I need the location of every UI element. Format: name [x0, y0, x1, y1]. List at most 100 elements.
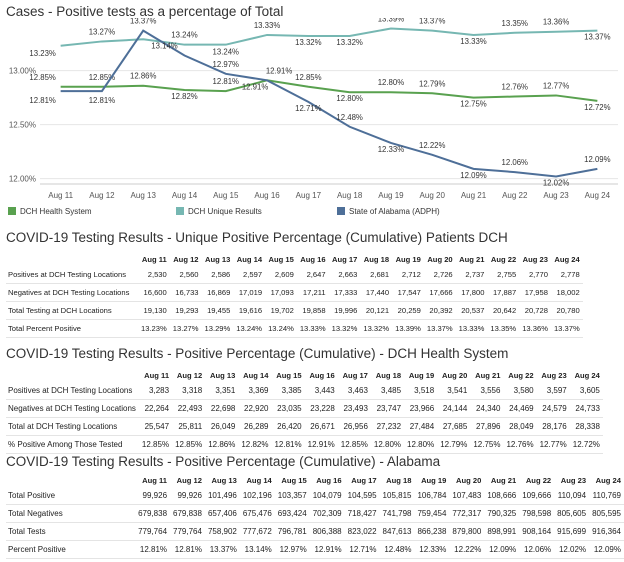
- table-cell: 679,838: [135, 504, 171, 523]
- table-cell: 866,238: [414, 522, 450, 541]
- column-header: Aug 13: [204, 254, 231, 264]
- table-cell: 12.48%: [379, 540, 415, 559]
- table-cell: 26,671: [304, 417, 338, 436]
- table-cell: 110,769: [589, 487, 624, 505]
- legend-swatch: [176, 207, 184, 215]
- table-row: Total Percent Positive 13.23% 13.27% 13.29%…: [6, 319, 583, 338]
- table-row: Negatives at DCH Testing Locations 16,600…: [6, 283, 583, 302]
- table-cell: 19,293: [169, 301, 202, 320]
- data-label: 12.91%: [266, 66, 293, 75]
- table-cell: 27,232: [370, 417, 405, 436]
- table-cell: 20,121: [360, 301, 393, 320]
- data-label: 13.23%: [29, 49, 56, 58]
- table-cell: 2,560: [169, 266, 202, 284]
- table-cell: 2,755: [487, 266, 520, 284]
- table-cell: 17,800: [455, 283, 488, 302]
- x-tick-label: Aug 11: [48, 191, 73, 200]
- data-label: 13.36%: [543, 18, 570, 27]
- table-cell: 772,317: [449, 504, 485, 523]
- table-cell: 12.76%: [503, 435, 537, 454]
- legend-item-alabama[interactable]: State of Alabama (ADPH): [337, 207, 440, 216]
- table-cell: 105,815: [379, 487, 415, 505]
- column-header: Aug 12: [176, 475, 202, 485]
- table-cell: 25,547: [138, 417, 173, 436]
- table-row: Total at DCH Testing Locations 25,547 25,8…: [6, 417, 603, 436]
- data-label: 13.33%: [254, 21, 281, 30]
- table-cell: 916,364: [589, 522, 624, 541]
- table-cell: 3,385: [271, 382, 305, 400]
- table-title-dch: COVID-19 Testing Results - Positive Perc…: [6, 346, 509, 361]
- data-label: 12.06%: [502, 158, 529, 167]
- table-cell: 20,392: [423, 301, 456, 320]
- table-row: Total Positive 99,926 99,926 101,496 102,196…: [6, 487, 624, 505]
- series-line: [60, 79, 598, 102]
- table-cell: 17,887: [487, 283, 520, 302]
- chart-title: Cases - Positive tests as a percentage o…: [6, 4, 284, 19]
- table-cell: 2,586: [201, 266, 234, 284]
- table-unique-positive: Aug 11 Aug 12 Aug 13 Aug 14 Aug 15 Aug 16 Aug …: [6, 252, 583, 338]
- data-label: 13.32%: [336, 38, 363, 47]
- table-cell: 3,597: [536, 382, 570, 400]
- column-header: Aug 20: [455, 475, 482, 485]
- table-row: Total Testing at DCH Locations 19,130 19,2…: [6, 301, 583, 320]
- x-tick-label: Aug 12: [89, 191, 115, 200]
- table-cell: 22,920: [238, 399, 272, 418]
- column-header: Aug 17: [332, 254, 358, 264]
- data-label: 13.27%: [89, 27, 116, 36]
- table-cell: 12.77%: [536, 435, 570, 454]
- table-cell: 758,902: [204, 522, 240, 541]
- table-cell: 19,616: [233, 301, 266, 320]
- table-cell: 20,780: [550, 301, 583, 320]
- table-row: Positives at DCH Testing Locations 3,283 3…: [6, 382, 603, 400]
- column-header: Aug 19: [421, 475, 447, 485]
- legend-item-dch-unique[interactable]: DCH Unique Results: [176, 207, 262, 216]
- table-cell: 17,958: [519, 283, 551, 302]
- table-cell: 12.80%: [404, 435, 438, 454]
- table-header-row: Aug 11 Aug 12 Aug 13 Aug 14 Aug 15 Aug 16 Aug …: [6, 252, 583, 266]
- data-label: 12.81%: [213, 77, 240, 86]
- table-cell: 2,597: [233, 266, 266, 284]
- x-tick-label: Aug 22: [502, 191, 528, 200]
- table-cell: 13.32%: [328, 319, 361, 338]
- table-row: Total Negatives 679,838 679,838 657,406 675,…: [6, 504, 624, 523]
- table-cell: 657,406: [204, 504, 240, 523]
- data-label: 13.39%: [378, 18, 405, 23]
- x-tick-label: Aug 20: [420, 191, 446, 200]
- table-cell: 17,093: [265, 283, 297, 302]
- legend-label: DCH Health System: [20, 207, 92, 216]
- table-cell: 13.33%: [296, 319, 329, 338]
- table-cell: 26,289: [238, 417, 272, 436]
- row-label: Total Percent Positive: [6, 319, 138, 338]
- table-cell: 106,784: [414, 487, 450, 505]
- column-header: Aug 15: [281, 475, 307, 485]
- table-cell: 28,176: [536, 417, 570, 436]
- table-cell: 675,476: [239, 504, 275, 523]
- table-cell: 879,800: [449, 522, 485, 541]
- table-cell: 12.97%: [274, 540, 310, 559]
- table-cell: 13.32%: [360, 319, 393, 338]
- table-cell: 12.09%: [484, 540, 520, 559]
- table-cell: 2,726: [423, 266, 456, 284]
- data-label: 12.75%: [460, 100, 487, 109]
- table-header-row: Aug 11 Aug 12 Aug 13 Aug 14 Aug 15 Aug 16 Aug …: [6, 368, 603, 382]
- legend-item-dch-health[interactable]: DCH Health System: [8, 207, 92, 216]
- table-cell: 3,518: [404, 382, 438, 400]
- row-label: Negatives at DCH Testing Locations: [6, 283, 138, 302]
- table-cell: 12.72%: [569, 435, 603, 454]
- table-cell: 27,484: [404, 417, 438, 436]
- table-cell: 3,351: [205, 382, 239, 400]
- legend-label: State of Alabama (ADPH): [349, 207, 440, 216]
- column-header: Aug 13: [210, 370, 236, 380]
- table-cell: 12.80%: [370, 435, 405, 454]
- table-cell: 805,595: [589, 504, 624, 523]
- data-label: 12.77%: [543, 81, 570, 90]
- data-label: 12.81%: [89, 96, 116, 105]
- column-header: Aug 14: [246, 475, 272, 485]
- table-cell: 3,443: [304, 382, 338, 400]
- x-tick-label: Aug 13: [131, 191, 157, 200]
- legend-label: DCH Unique Results: [188, 207, 262, 216]
- table-cell: 2,681: [360, 266, 393, 284]
- table-cell: 17,440: [360, 283, 393, 302]
- table-cell: 27,685: [437, 417, 471, 436]
- table-cell: 3,580: [503, 382, 537, 400]
